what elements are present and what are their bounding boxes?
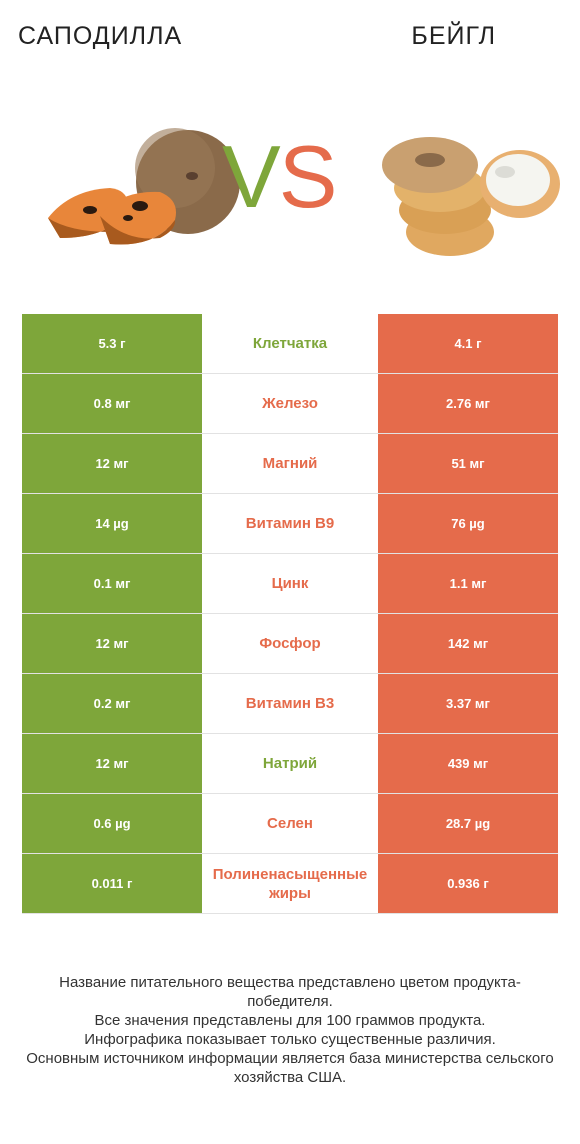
footer-line: Основным источником информации является … [26,1050,554,1086]
right-value: 4.1 г [378,314,558,373]
left-value: 0.6 µg [22,794,202,853]
table-row: 0.8 мг Железо 2.76 мг [22,374,558,434]
left-value: 0.8 мг [22,374,202,433]
left-value: 12 мг [22,434,202,493]
left-value: 0.011 г [22,854,202,913]
nutrient-name: Витамин B3 [202,674,378,733]
right-value: 142 мг [378,614,558,673]
nutrient-comparison-table: 5.3 г Клетчатка 4.1 г 0.8 мг Железо 2.76 мг 12… [22,314,558,914]
table-row: 12 мг Натрий 439 мг [22,734,558,794]
table-row: 0.2 мг Витамин B3 3.37 мг [22,674,558,734]
nutrient-name: Фосфор [202,614,378,673]
vs-s: S [278,127,338,226]
right-value: 2.76 мг [378,374,558,433]
right-value: 76 µg [378,494,558,553]
nutrient-name: Цинк [202,554,378,613]
nutrient-name: Натрий [202,734,378,793]
nutrient-name: Железо [202,374,378,433]
left-value: 12 мг [22,734,202,793]
right-value: 3.37 мг [378,674,558,733]
vs-label: VS [222,133,337,221]
footer-notes: Название питательного вещества представл… [20,973,560,1087]
footer-line: Название питательного вещества представл… [59,974,521,1010]
nutrient-name: Клетчатка [202,314,378,373]
left-value: 0.1 мг [22,554,202,613]
table-row: 14 µg Витамин B9 76 µg [22,494,558,554]
table-row: 5.3 г Клетчатка 4.1 г [22,314,558,374]
nutrient-name: Магний [202,434,378,493]
left-value: 0.2 мг [22,674,202,733]
right-value: 51 мг [378,434,558,493]
table-row: 0.1 мг Цинк 1.1 мг [22,554,558,614]
footer-line: Инфографика показывает только существенн… [84,1031,496,1048]
right-product-title: БЕЙГЛ [411,22,496,50]
left-value: 5.3 г [22,314,202,373]
table-row: 12 мг Фосфор 142 мг [22,614,558,674]
right-value: 0.936 г [378,854,558,913]
table-row: 0.011 г Полиненасыщенные жиры 0.936 г [22,854,558,914]
right-value: 1.1 мг [378,554,558,613]
nutrient-name: Витамин B9 [202,494,378,553]
footer-line: Все значения представлены для 100 граммо… [94,1012,486,1029]
left-product-title: САПОДИЛЛА [18,22,183,50]
nutrient-name: Селен [202,794,378,853]
table-row: 0.6 µg Селен 28.7 µg [22,794,558,854]
right-value: 439 мг [378,734,558,793]
left-value: 12 мг [22,614,202,673]
bagel-image [382,137,560,256]
sapodilla-image [48,128,240,245]
hero-illustration [48,128,560,256]
nutrient-name: Полиненасыщенные жиры [202,854,378,913]
vs-v: V [222,127,281,226]
right-value: 28.7 µg [378,794,558,853]
table-row: 12 мг Магний 51 мг [22,434,558,494]
left-value: 14 µg [22,494,202,553]
